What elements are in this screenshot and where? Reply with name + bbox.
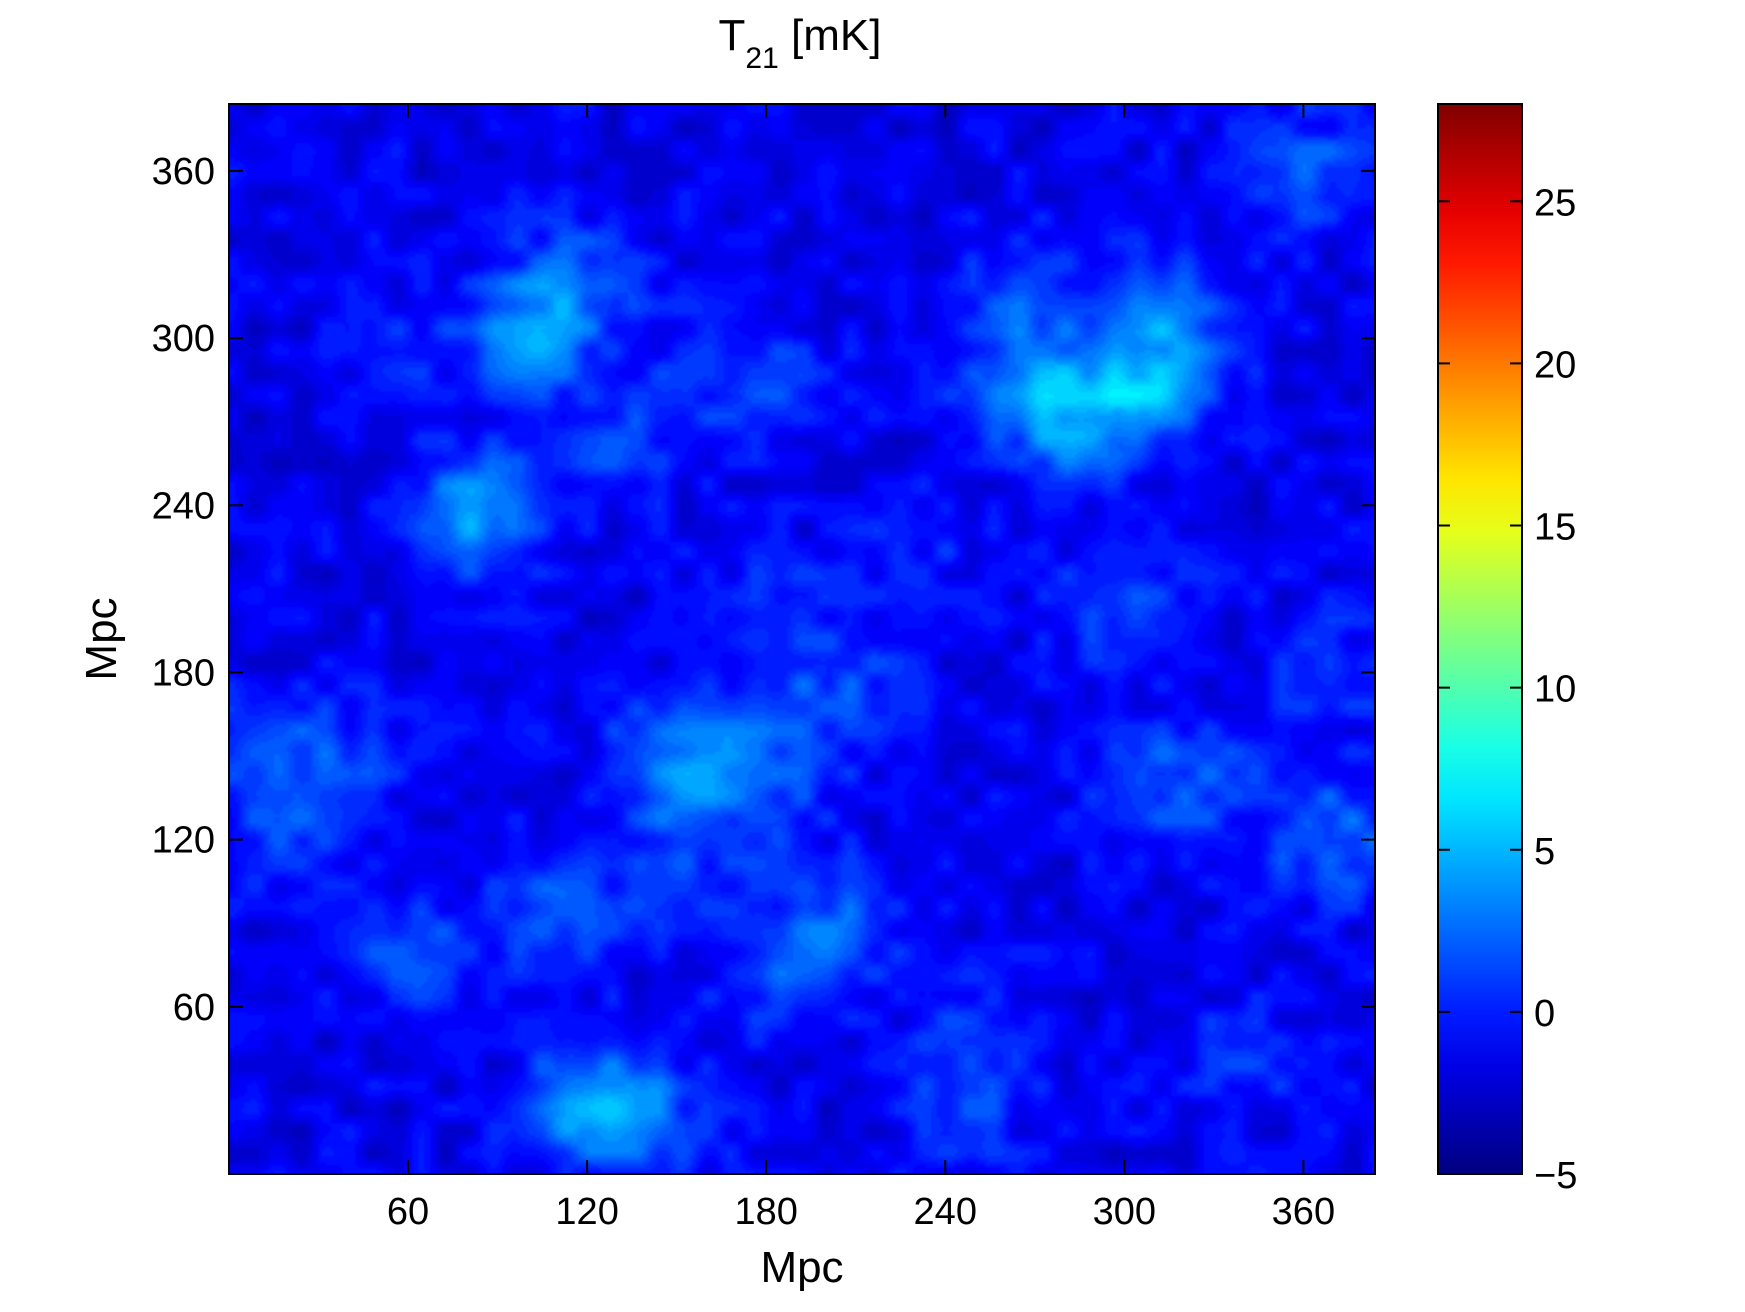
y-tick-label: 60 (173, 987, 215, 1029)
colorbar-tick-label: 20 (1534, 344, 1576, 386)
title-main: T (719, 11, 746, 60)
colorbar-tick-label: 25 (1534, 182, 1576, 224)
x-tick-label: 120 (555, 1191, 618, 1233)
heatmap-plot-area (228, 103, 1376, 1175)
y-axis-label: Mpc (77, 597, 126, 680)
x-axis: 60 120 180 240 300 360 (387, 104, 1335, 1233)
x-tick-label: 300 (1093, 1191, 1156, 1233)
y-tick-label: 360 (152, 151, 215, 193)
y-tick-label: 240 (152, 485, 215, 527)
title-subscript: 21 (745, 42, 778, 75)
colorbar-gradient (1437, 103, 1523, 1175)
colorbar-tick-label: −5 (1534, 1155, 1577, 1197)
colorbar-tick-label: 15 (1534, 507, 1576, 549)
y-axis: 60 120 180 240 300 360 (152, 151, 1375, 1029)
x-tick-label: 180 (734, 1191, 797, 1233)
colorbar: −5 0 5 10 15 20 25 (1437, 103, 1577, 1197)
colorbar-tick-label: 0 (1534, 993, 1555, 1035)
colorbar-tick-label: 10 (1534, 669, 1576, 711)
x-tick-label: 240 (914, 1191, 977, 1233)
x-tick-label: 60 (387, 1191, 429, 1233)
y-tick-label: 180 (152, 652, 215, 694)
x-axis-label: Mpc (760, 1243, 843, 1292)
colorbar-ticks: −5 0 5 10 15 20 25 (1438, 182, 1577, 1197)
x-tick-label: 360 (1272, 1191, 1335, 1233)
chart-title: T21 [mK] (719, 11, 882, 75)
title-unit: [mK] (779, 11, 882, 60)
colorbar-tick-label: 5 (1534, 831, 1555, 873)
heatmap-canvas (229, 104, 1375, 1174)
y-tick-label: 120 (152, 820, 215, 862)
plot-frame (228, 103, 1376, 1175)
y-tick-label: 300 (152, 318, 215, 360)
